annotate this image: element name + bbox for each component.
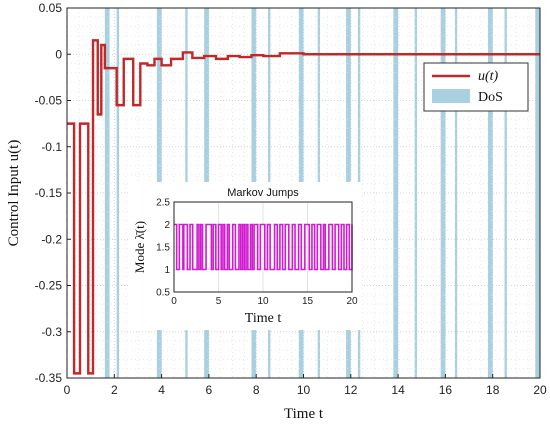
y-tick-label: -0.25	[35, 279, 63, 293]
y-tick-label: 0	[55, 47, 62, 61]
inset-x-tick-label: 5	[216, 296, 222, 307]
dos-interval	[104, 8, 110, 378]
y-tick-label: -0.35	[35, 371, 63, 385]
inset-x-tick-label: 20	[346, 296, 358, 307]
x-tick-label: 10	[297, 383, 311, 397]
x-tick-label: 2	[111, 383, 118, 397]
dos-interval	[535, 8, 540, 378]
y-tick-label: -0.2	[41, 232, 62, 246]
y-tick-label: -0.3	[41, 325, 62, 339]
legend-label-dos: DoS	[478, 90, 503, 105]
series-line-u	[67, 39, 540, 375]
y-tick-label: -0.15	[35, 186, 63, 200]
dos-interval	[116, 8, 120, 378]
x-tick-label: 20	[533, 383, 547, 397]
x-tick-label: 12	[344, 383, 358, 397]
inset-x-tick-label: 0	[171, 296, 177, 307]
legend-label-u: u(t)	[478, 69, 499, 84]
x-tick-label: 4	[158, 383, 165, 397]
legend-dos-swatch	[432, 89, 470, 103]
x-tick-label: 16	[439, 383, 453, 397]
inset-y-axis-label: Mode λ̄(t)	[132, 221, 147, 273]
inset-x-tick-label: 10	[257, 296, 269, 307]
inset-y-tick-label: 1	[164, 265, 170, 276]
legend: u(t) DoS	[423, 62, 529, 112]
inset-y-tick-label: 1.5	[156, 243, 170, 254]
dos-interval	[440, 8, 446, 378]
x-tick-label: 14	[391, 383, 405, 397]
inset-series-line-mode	[174, 223, 353, 271]
inset-title: Markov Jumps	[227, 187, 299, 199]
dos-interval	[393, 8, 399, 378]
x-axis-label: Time t	[284, 406, 324, 422]
inset-chart: 0 5 10 15 20 2.5 2 1.5 1 0.5 Markov Jumps Time t…	[130, 182, 362, 330]
y-tick-label: -0.1	[41, 140, 62, 154]
inset-frame	[173, 201, 353, 293]
inset-y-tick-label: 2.5	[156, 198, 170, 209]
y-tick-label: 0.05	[39, 1, 63, 15]
inset-x-tick-labels: 0 5 10 15 20	[171, 296, 358, 307]
inset-x-tick-label: 15	[302, 296, 314, 307]
x-tick-label: 8	[253, 383, 260, 397]
y-tick-labels: 0.05 0 -0.05 -0.1 -0.15 -0.2 -0.25 -0.3 -0.35	[35, 1, 71, 385]
y-tick-label: -0.05	[35, 94, 63, 108]
inset-y-tick-labels: 2.5 2 1.5 1 0.5	[156, 198, 170, 299]
inset-y-tick-label: 0.5	[156, 288, 170, 299]
inset-x-axis-label: Time t	[245, 311, 282, 326]
y-axis-label: Control Input u(t)	[6, 140, 22, 247]
inset-y-tick-label: 2	[164, 220, 170, 231]
x-tick-label: 6	[206, 383, 213, 397]
x-tick-label: 0	[64, 383, 71, 397]
x-tick-label: 18	[486, 383, 500, 397]
legend-box	[423, 62, 529, 112]
x-tick-labels: 0 2 4 6 8 10 12 14 16 18 20	[64, 374, 547, 397]
dos-interval	[454, 8, 458, 378]
